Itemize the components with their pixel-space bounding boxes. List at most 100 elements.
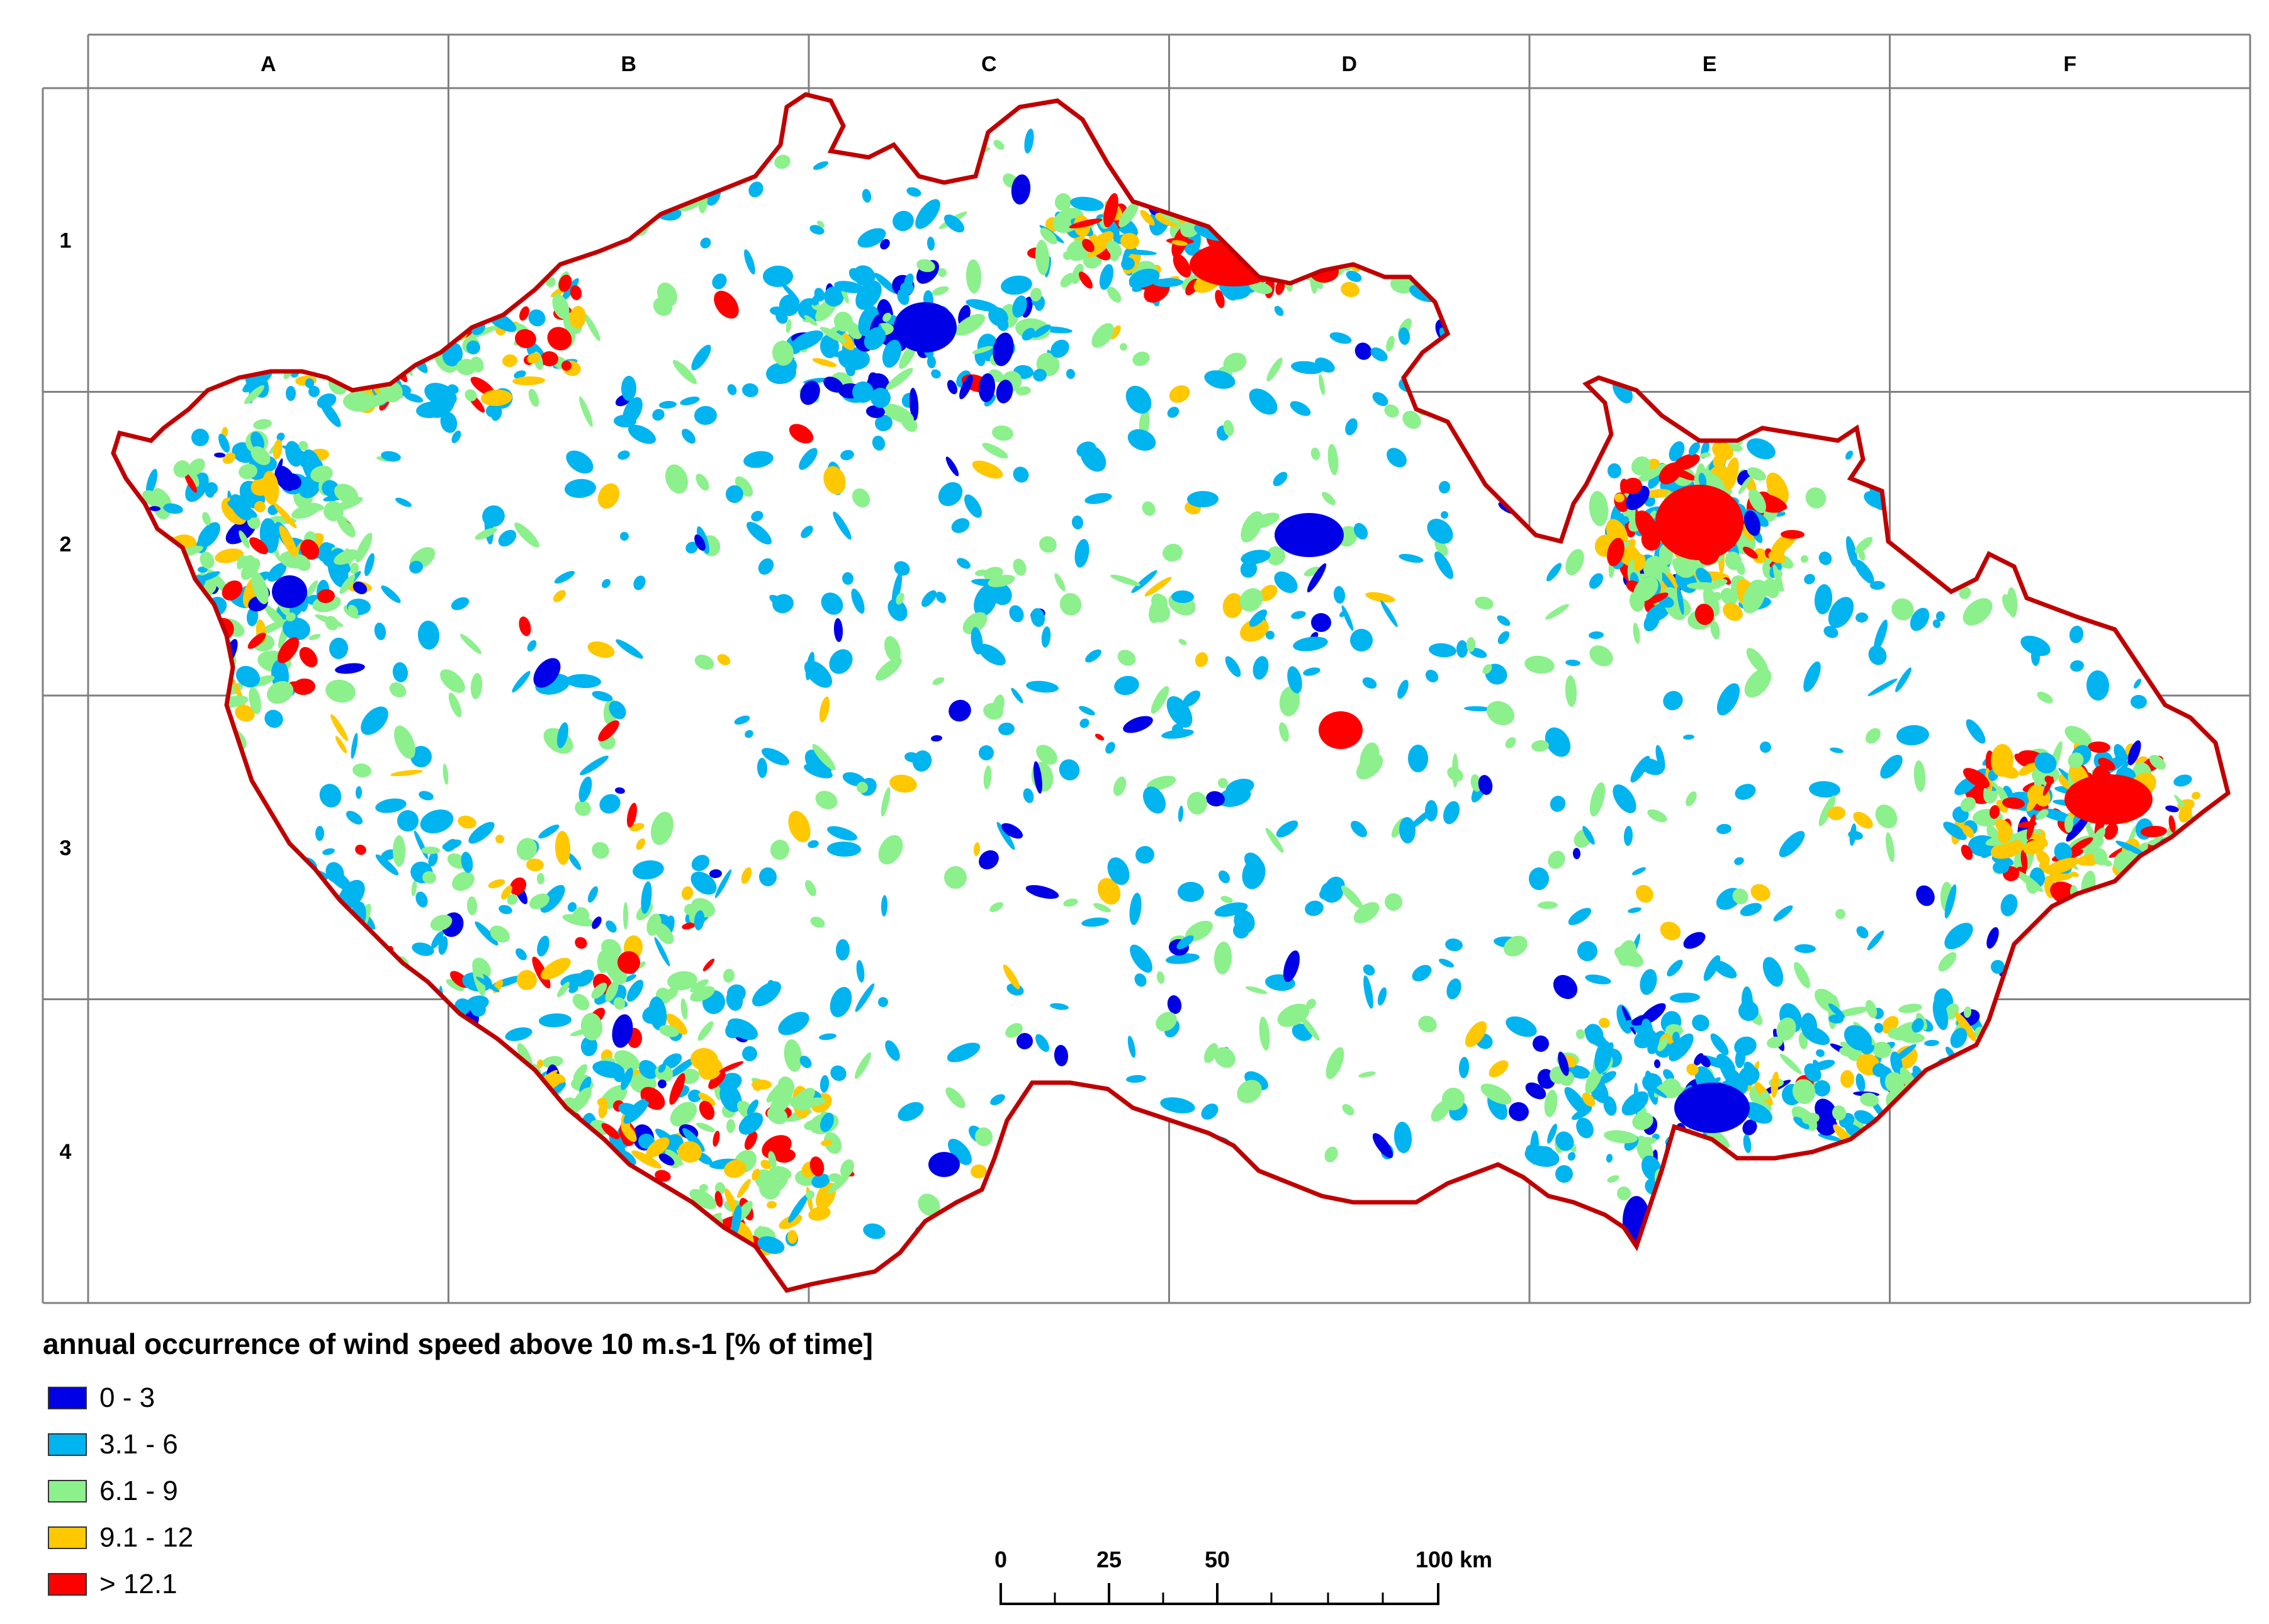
- raster-cell: [1735, 1048, 1746, 1068]
- raster-cell: [1103, 193, 1118, 228]
- raster-cell: [1281, 191, 1291, 215]
- raster-cell: [368, 311, 394, 331]
- raster-cell: [540, 1144, 555, 1161]
- raster-cell: [1172, 723, 1183, 735]
- raster-cell: [1456, 1198, 1483, 1224]
- raster-cell: [774, 1173, 789, 1192]
- raster-cell: [2000, 894, 2018, 916]
- raster-cell: [1292, 244, 1310, 269]
- raster-cell: [485, 1171, 499, 1182]
- raster-cell: [1594, 1040, 1612, 1073]
- raster-cell: [113, 670, 138, 679]
- raster-cell: [208, 628, 217, 649]
- raster-cell: [1188, 1234, 1205, 1251]
- raster-cell: [1993, 860, 2009, 874]
- raster-cell: [469, 1124, 498, 1137]
- raster-cell: [1107, 857, 1130, 885]
- raster-cell: [1416, 239, 1447, 262]
- raster-cell: [1823, 626, 1838, 638]
- raster-cell: [307, 502, 324, 511]
- raster-cell: [188, 1065, 203, 1081]
- raster-cell: [1734, 857, 1744, 866]
- raster-cell: [777, 1076, 795, 1097]
- raster-cell: [1663, 1069, 1674, 1081]
- raster-cell: [176, 1098, 193, 1112]
- raster-cell: [1041, 626, 1051, 648]
- raster-cell: [409, 560, 423, 574]
- raster-cell: [1671, 1159, 1695, 1182]
- raster-cell: [2041, 473, 2054, 492]
- raster-cell: [1275, 513, 1344, 557]
- raster-cell: [1106, 286, 1122, 303]
- raster-cell: [1016, 386, 1031, 396]
- raster-cell: [870, 388, 891, 408]
- raster-cell: [471, 1137, 491, 1149]
- raster-cell: [1074, 539, 1089, 568]
- raster-cell: [768, 1151, 777, 1168]
- raster-cell: [379, 269, 385, 294]
- raster-cell: [1528, 867, 1550, 890]
- raster-cell: [546, 1134, 570, 1157]
- raster-cell: [972, 346, 993, 354]
- raster-cell: [993, 140, 1005, 150]
- raster-cell: [1647, 809, 1667, 823]
- raster-cell: [1959, 433, 1973, 447]
- raster-cell: [1793, 1117, 1810, 1129]
- raster-cell: [789, 424, 814, 444]
- legend-swatch: [48, 1526, 87, 1549]
- raster-cell: [1982, 1114, 1993, 1131]
- raster-cell: [1606, 1154, 1613, 1163]
- raster-cell: [552, 293, 570, 320]
- raster-cell: [1122, 1253, 1135, 1261]
- raster-cell: [1247, 234, 1265, 257]
- raster-cell: [1246, 203, 1273, 223]
- raster-cell: [1694, 215, 1706, 226]
- raster-cell: [259, 916, 281, 932]
- raster-cell: [337, 293, 350, 307]
- raster-cell: [2103, 823, 2119, 840]
- raster-cell: [978, 373, 996, 402]
- raster-cell: [1277, 1003, 1310, 1027]
- raster-cell: [2093, 848, 2108, 866]
- raster-cell: [1847, 312, 1867, 342]
- raster-cell: [355, 786, 363, 799]
- raster-cell: [370, 349, 383, 360]
- raster-cell: [659, 1025, 679, 1037]
- raster-cell: [1981, 1073, 1999, 1086]
- raster-cell: [126, 738, 144, 755]
- raster-cell: [872, 436, 886, 451]
- raster-cell: [2115, 840, 2144, 855]
- raster-cell: [2003, 462, 2025, 483]
- raster-cell: [422, 871, 436, 884]
- raster-cell: [1525, 1082, 1546, 1100]
- raster-cell: [224, 1061, 234, 1081]
- raster-cell: [620, 532, 629, 541]
- raster-cell: [1660, 1078, 1681, 1098]
- raster-cell: [801, 526, 813, 538]
- raster-cell: [1497, 615, 1511, 626]
- raster-cell: [296, 867, 306, 877]
- raster-cell: [1242, 205, 1264, 227]
- raster-cell: [517, 1163, 531, 1174]
- raster-cell: [1828, 1003, 1845, 1018]
- raster-cell: [1273, 471, 1288, 487]
- raster-cell: [541, 351, 558, 367]
- raster-cell: [1105, 742, 1115, 754]
- raster-cell: [668, 1057, 697, 1078]
- raster-cell: [1363, 964, 1375, 976]
- raster-cell: [596, 1245, 604, 1264]
- raster-cell: [372, 973, 392, 987]
- raster-cell: [441, 1082, 470, 1092]
- raster-cell: [607, 1258, 634, 1278]
- raster-cell: [488, 247, 519, 271]
- raster-cell: [1910, 1129, 1937, 1154]
- raster-cell: [892, 210, 914, 232]
- raster-cell: [1589, 782, 1606, 817]
- raster-cell: [656, 282, 678, 307]
- raster-cell: [563, 1170, 570, 1185]
- grid-row-label: 2: [60, 533, 72, 556]
- raster-cell: [829, 649, 853, 674]
- grid-row-label: 4: [60, 1140, 72, 1164]
- raster-cell: [1988, 1114, 2013, 1120]
- raster-cell: [571, 1217, 587, 1251]
